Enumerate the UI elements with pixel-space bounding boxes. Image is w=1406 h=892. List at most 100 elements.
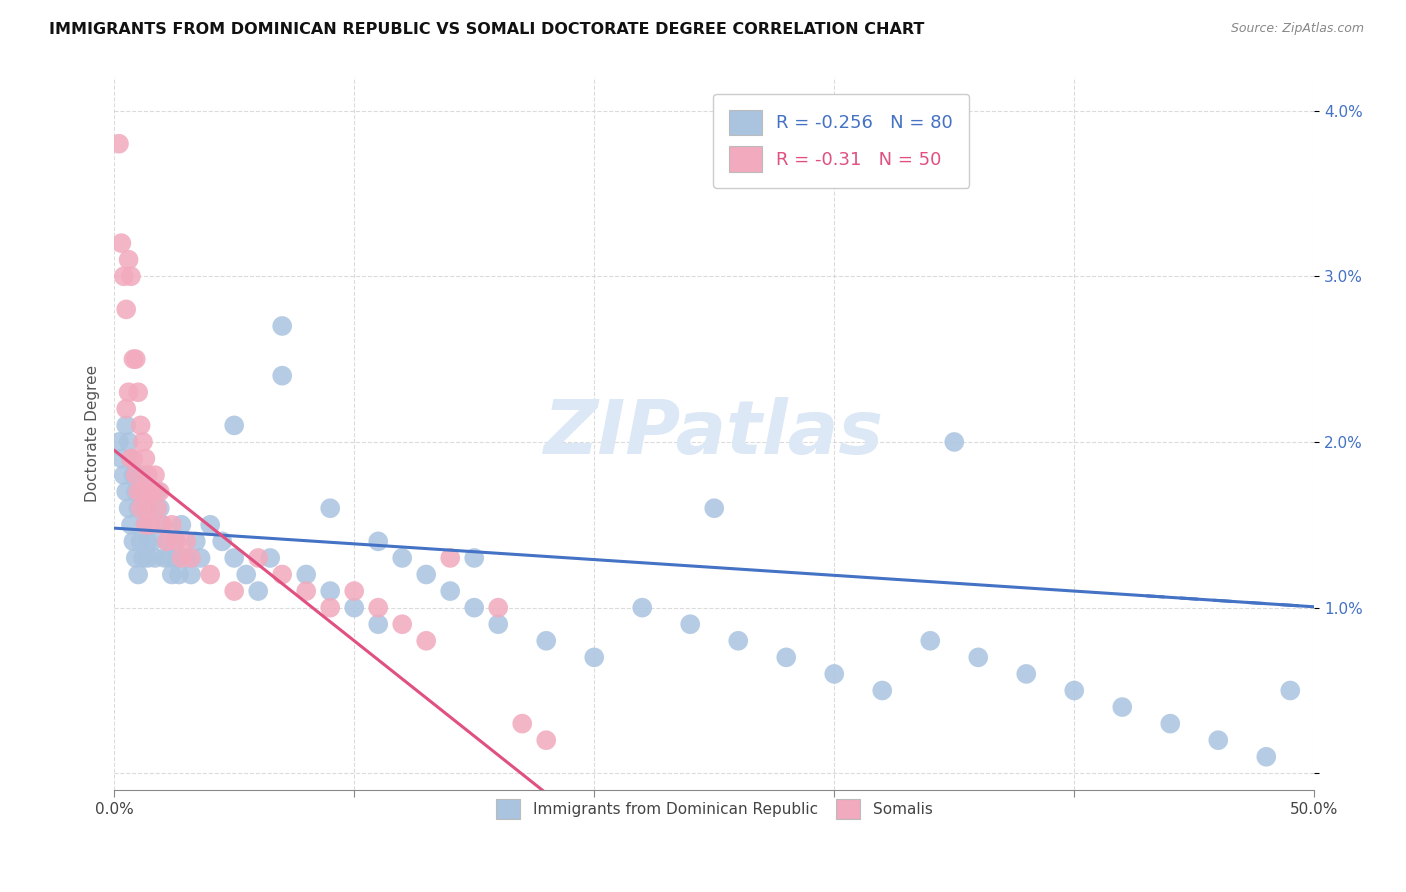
Point [139, 484, 162, 499]
Text: ZIPatlas: ZIPatlas [544, 397, 884, 470]
Point [127, 501, 149, 516]
Point [146, 484, 169, 499]
Point [122, 451, 145, 466]
Point [110, 236, 132, 251]
Point [110, 451, 132, 466]
Point [583, 650, 606, 665]
Point [134, 517, 156, 532]
Point [166, 534, 188, 549]
Point [259, 550, 281, 565]
Y-axis label: Doctorate Degree: Doctorate Degree [86, 365, 100, 502]
Point [391, 617, 413, 632]
Point [139, 517, 162, 532]
Point [122, 468, 145, 483]
Point [295, 584, 318, 599]
Point [132, 501, 155, 516]
Point [167, 567, 190, 582]
Point [415, 567, 437, 582]
Point [343, 600, 366, 615]
Point [823, 667, 845, 681]
Point [343, 584, 366, 599]
Point [143, 550, 166, 565]
Point [295, 567, 318, 582]
Point [1206, 733, 1229, 747]
Point [1063, 683, 1085, 698]
Point [943, 434, 966, 449]
Point [108, 434, 131, 449]
Point [120, 517, 142, 532]
Point [136, 550, 159, 565]
Point [679, 617, 702, 632]
Point [211, 534, 233, 549]
Point [367, 600, 389, 615]
Point [198, 517, 221, 532]
Point [120, 451, 142, 466]
Point [136, 468, 159, 483]
Point [463, 550, 485, 565]
Point [870, 683, 893, 698]
Point [134, 451, 156, 466]
Point [127, 567, 149, 582]
Point [149, 484, 172, 499]
Point [1256, 749, 1278, 764]
Point [127, 484, 149, 499]
Point [703, 501, 725, 516]
Point [129, 534, 152, 549]
Point [631, 600, 654, 615]
Point [132, 434, 155, 449]
Point [149, 501, 172, 516]
Point [224, 550, 246, 565]
Point [142, 534, 165, 549]
Point [125, 468, 148, 483]
Point [170, 517, 193, 532]
Point [132, 550, 155, 565]
Point [117, 434, 139, 449]
Point [132, 484, 155, 499]
Point [120, 451, 142, 466]
Point [180, 550, 202, 565]
Point [224, 584, 246, 599]
Point [125, 484, 148, 499]
Point [117, 501, 139, 516]
Point [125, 352, 148, 367]
Point [150, 517, 173, 532]
Point [367, 617, 389, 632]
Point [1015, 667, 1038, 681]
Point [391, 550, 413, 565]
Point [170, 550, 193, 565]
Point [134, 517, 156, 532]
Point [146, 501, 169, 516]
Point [156, 534, 179, 549]
Point [129, 501, 152, 516]
Point [184, 534, 207, 549]
Legend: Immigrants from Dominican Republic, Somalis: Immigrants from Dominican Republic, Soma… [489, 793, 939, 825]
Point [115, 302, 138, 317]
Point [142, 484, 165, 499]
Point [125, 550, 148, 565]
Point [160, 517, 183, 532]
Point [967, 650, 990, 665]
Point [463, 600, 485, 615]
Point [156, 534, 179, 549]
Point [166, 550, 188, 565]
Point [510, 716, 533, 731]
Point [319, 584, 342, 599]
Point [439, 584, 461, 599]
Point [127, 385, 149, 400]
Point [247, 550, 270, 565]
Point [150, 517, 173, 532]
Point [271, 567, 294, 582]
Point [117, 252, 139, 267]
Point [1159, 716, 1181, 731]
Point [112, 269, 135, 284]
Point [112, 468, 135, 483]
Text: IMMIGRANTS FROM DOMINICAN REPUBLIC VS SOMALI DOCTORATE DEGREE CORRELATION CHART: IMMIGRANTS FROM DOMINICAN REPUBLIC VS SO… [49, 22, 925, 37]
Text: Source: ZipAtlas.com: Source: ZipAtlas.com [1230, 22, 1364, 36]
Point [180, 567, 202, 582]
Point [198, 567, 221, 582]
Point [415, 633, 437, 648]
Point [319, 501, 342, 516]
Point [139, 517, 162, 532]
Point [136, 501, 159, 516]
Point [117, 385, 139, 400]
